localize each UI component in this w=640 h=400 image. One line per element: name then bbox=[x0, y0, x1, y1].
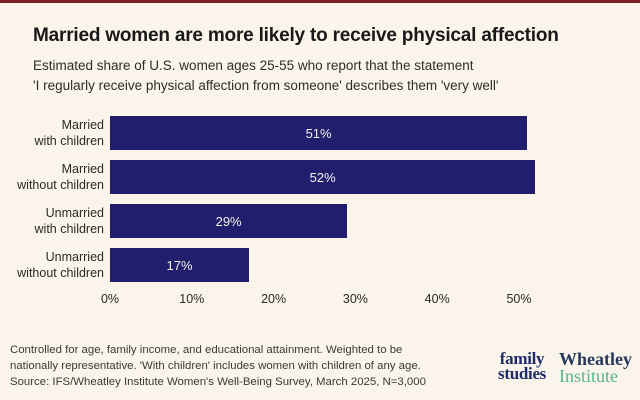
bar-row-unmarried-with-children: Unmarried with children 29% bbox=[0, 199, 640, 243]
logo-group: family studies Wheatley Institute bbox=[498, 342, 632, 385]
category-label-line: Unmarried bbox=[45, 206, 104, 220]
page-title: Married women are more likely to receive… bbox=[33, 25, 559, 46]
x-axis-tick: 50% bbox=[506, 292, 532, 306]
category-label-line: Unmarried bbox=[45, 250, 104, 264]
subtitle-line-1: Estimated share of U.S. women ages 25-55… bbox=[33, 58, 474, 73]
bar-value-label: 29% bbox=[215, 213, 242, 229]
footnote-line-2: nationally representative. 'With childre… bbox=[10, 360, 421, 372]
family-studies-logo-line: family bbox=[499, 349, 545, 368]
footnote-line-3: Source: IFS/Wheatley Institute Women's W… bbox=[10, 376, 426, 388]
bar-chart: Married with children 51% Married withou… bbox=[0, 111, 640, 308]
category-label-line: with children bbox=[34, 222, 104, 236]
x-axis-tick: 10% bbox=[179, 292, 205, 306]
bar-unmarried-without-children: 17% bbox=[110, 248, 250, 282]
category-label-line: with children bbox=[34, 134, 104, 148]
category-label-line: Married bbox=[61, 118, 104, 132]
bar-row-married-with-children: Married with children 51% bbox=[0, 111, 640, 155]
subtitle-line-2: 'I regularly receive physical affection … bbox=[33, 78, 499, 93]
family-studies-logo: family studies bbox=[498, 349, 547, 385]
bar-married-without-children: 52% bbox=[110, 160, 536, 194]
bar-track: 17% bbox=[110, 248, 640, 282]
bar-value-label: 17% bbox=[166, 257, 193, 273]
footnote: Controlled for age, family income, and e… bbox=[10, 342, 426, 390]
bar-value-label: 51% bbox=[305, 125, 332, 141]
bar-value-label: 52% bbox=[309, 169, 336, 185]
footnote-line-1: Controlled for age, family income, and e… bbox=[10, 344, 403, 356]
x-axis-tick: 30% bbox=[342, 292, 368, 306]
category-label: Married with children bbox=[0, 117, 110, 149]
bar-track: 51% bbox=[110, 116, 640, 150]
category-label: Married without children bbox=[0, 161, 110, 193]
category-label-line: without children bbox=[17, 178, 104, 192]
bar-row-married-without-children: Married without children 52% bbox=[0, 155, 640, 199]
bar-married-with-children: 51% bbox=[110, 116, 528, 150]
family-studies-logo-line: studies bbox=[498, 364, 547, 383]
bar-unmarried-with-children: 29% bbox=[110, 204, 348, 238]
category-label-line: Married bbox=[61, 162, 104, 176]
wheatley-institute-logo: Wheatley Institute bbox=[559, 349, 632, 386]
wheatley-logo-line: Institute bbox=[559, 366, 619, 386]
x-axis-tick: 20% bbox=[261, 292, 287, 306]
chart-subtitle: Estimated share of U.S. women ages 25-55… bbox=[33, 56, 613, 96]
x-axis-tick: 0% bbox=[100, 292, 120, 306]
footer: Controlled for age, family income, and e… bbox=[10, 342, 632, 390]
top-accent-line bbox=[0, 0, 640, 3]
bar-track: 52% bbox=[110, 160, 640, 194]
category-label: Unmarried with children bbox=[0, 205, 110, 237]
bar-track: 29% bbox=[110, 204, 640, 238]
category-label-line: without children bbox=[17, 266, 104, 280]
category-label: Unmarried without children bbox=[0, 249, 110, 281]
x-axis: 0% 10% 20% 30% 40% 50% bbox=[101, 290, 640, 308]
wheatley-logo-line: Wheatley bbox=[559, 349, 632, 369]
bar-row-unmarried-without-children: Unmarried without children 17% bbox=[0, 243, 640, 287]
x-axis-tick: 40% bbox=[424, 292, 450, 306]
